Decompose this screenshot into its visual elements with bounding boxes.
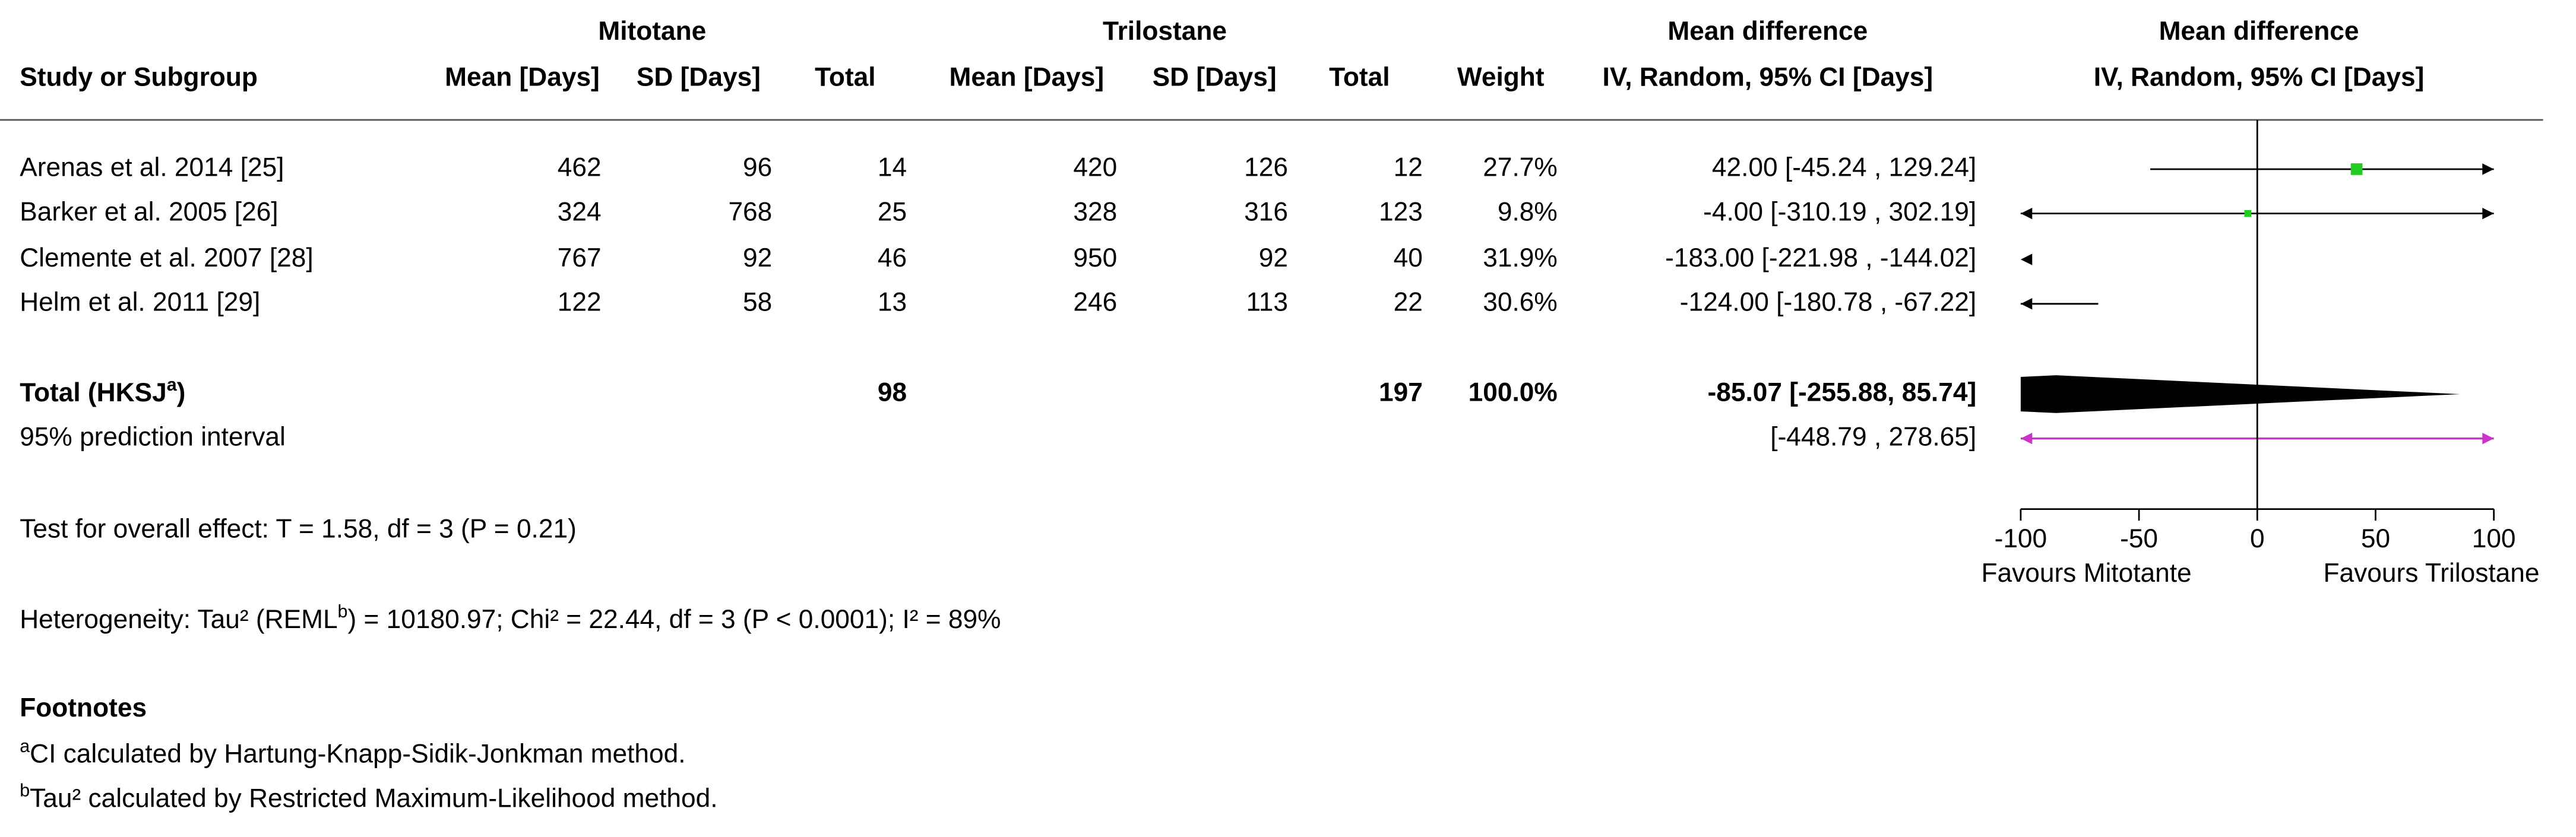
heterogeneity: Heterogeneity: Tau² (REMLb) = 10180.97; … xyxy=(20,601,1001,633)
column-header: Mean [Days] xyxy=(949,62,1104,91)
footnote: bTau² calculated by Restricted Maximum-L… xyxy=(20,781,717,813)
ci-arrow xyxy=(2020,253,2033,265)
summary-diamond xyxy=(2020,375,2460,413)
group-header: Trilostane xyxy=(1103,17,1227,46)
column-header: IV, Random, 95% CI [Days] xyxy=(1603,62,1933,91)
ci-arrow xyxy=(2482,207,2494,220)
x-tick-label: 100 xyxy=(2472,524,2516,553)
x-favours-label: Favours Trilostane xyxy=(2324,559,2540,588)
table-cell: 113 xyxy=(1246,287,1288,316)
ci-arrow xyxy=(2020,207,2033,220)
total-ci-label: -85.07 [-255.88, 85.74] xyxy=(1708,378,1977,407)
column-header: SD [Days] xyxy=(1153,62,1277,91)
weight-label: 27.7% xyxy=(1483,153,1557,182)
table-cell: 58 xyxy=(743,287,772,316)
table-cell: 126 xyxy=(1244,153,1288,182)
heterogeneity-sup: b xyxy=(338,601,348,622)
weight-label: 31.9% xyxy=(1483,243,1557,272)
table-cell: Clemente et al. 2007 [28] xyxy=(20,243,313,272)
column-header: Total xyxy=(1329,62,1390,91)
table-cell: 123 xyxy=(1379,197,1423,226)
heterogeneity-text: Heterogeneity: Tau² (REML xyxy=(20,604,337,633)
table-cell: 328 xyxy=(1073,197,1117,226)
table-cell: 46 xyxy=(878,243,907,272)
table-cell: 767 xyxy=(558,243,602,272)
x-tick-label: -50 xyxy=(2120,524,2158,553)
column-header: IV, Random, 95% CI [Days] xyxy=(2094,62,2425,91)
prediction-arrow xyxy=(2020,432,2033,445)
table-cell: 122 xyxy=(558,287,602,316)
total-label-text: Total (HKSJ xyxy=(20,378,166,407)
prediction-label: 95% prediction interval xyxy=(20,422,286,451)
total-label-end: ) xyxy=(177,378,186,407)
ci-arrow xyxy=(2020,298,2033,310)
total-weight: 100.0% xyxy=(1469,378,1558,407)
footnote-sup: b xyxy=(20,781,30,801)
total-cell: 197 xyxy=(1379,378,1423,407)
footnote-text: CI calculated by Hartung-Knapp-Sidik-Jon… xyxy=(30,739,685,768)
table-cell: Barker et al. 2005 [26] xyxy=(20,197,278,226)
column-header: Study or Subgroup xyxy=(20,62,258,91)
column-header: Total xyxy=(815,62,875,91)
ci-label: -183.00 [-221.98 , -144.02] xyxy=(1665,243,1976,272)
effect-square xyxy=(2244,210,2252,217)
table-cell: 22 xyxy=(1394,287,1423,316)
footnotes-title: Footnotes xyxy=(20,693,147,722)
total-label: Total (HKSJa) xyxy=(20,375,185,407)
table-cell: 92 xyxy=(1259,243,1288,272)
overall-effect: Test for overall effect: T = 1.58, df = … xyxy=(20,514,577,543)
total-cell: 98 xyxy=(878,378,907,407)
ci-label: -4.00 [-310.19 , 302.19] xyxy=(1703,197,1976,226)
table-cell: 40 xyxy=(1394,243,1423,272)
x-tick-label: -100 xyxy=(1995,524,2047,553)
table-cell: 420 xyxy=(1073,153,1117,182)
heterogeneity-end: ) = 10180.97; Chi² = 22.44, df = 3 (P < … xyxy=(347,604,1001,633)
ci-label: -124.00 [-180.78 , -67.22] xyxy=(1680,287,1976,316)
table-cell: 324 xyxy=(558,197,602,226)
table-cell: 246 xyxy=(1073,287,1117,316)
table-cell: 12 xyxy=(1394,153,1423,182)
column-header: Mean [Days] xyxy=(445,62,600,91)
table-cell: 13 xyxy=(878,287,907,316)
effect-square xyxy=(2350,163,2363,175)
table-cell: 14 xyxy=(878,153,907,182)
weight-label: 9.8% xyxy=(1498,197,1558,226)
column-header: SD [Days] xyxy=(637,62,761,91)
total-label-sup: a xyxy=(167,375,178,395)
table-cell: Arenas et al. 2014 [25] xyxy=(20,153,284,182)
weight-label: 30.6% xyxy=(1483,287,1557,316)
footnote: aCI calculated by Hartung-Knapp-Sidik-Jo… xyxy=(20,736,685,768)
group-header: Mitotane xyxy=(598,17,706,46)
table-cell: 25 xyxy=(878,197,907,226)
table-cell: 950 xyxy=(1073,243,1117,272)
group-header: Mean difference xyxy=(1667,17,1868,46)
table-cell: 96 xyxy=(743,153,772,182)
table-cell: Helm et al. 2011 [29] xyxy=(20,287,260,316)
prediction-ci-label: [-448.79 , 278.65] xyxy=(1770,422,1976,451)
table-cell: 462 xyxy=(558,153,602,182)
x-tick-label: 50 xyxy=(2361,524,2390,553)
prediction-arrow xyxy=(2482,432,2494,445)
ci-label: 42.00 [-45.24 , 129.24] xyxy=(1712,153,1976,182)
x-favours-label: Favours Mitotante xyxy=(1981,559,2191,588)
column-header: Weight xyxy=(1457,62,1545,91)
group-header: Mean difference xyxy=(2159,17,2359,46)
footnote-text: Tau² calculated by Restricted Maximum-Li… xyxy=(30,784,717,813)
x-tick-label: 0 xyxy=(2250,524,2265,553)
table-cell: 92 xyxy=(743,243,772,272)
footnote-sup: a xyxy=(20,736,30,756)
table-cell: 316 xyxy=(1244,197,1288,226)
ci-arrow xyxy=(2482,163,2494,175)
table-cell: 768 xyxy=(728,197,772,226)
